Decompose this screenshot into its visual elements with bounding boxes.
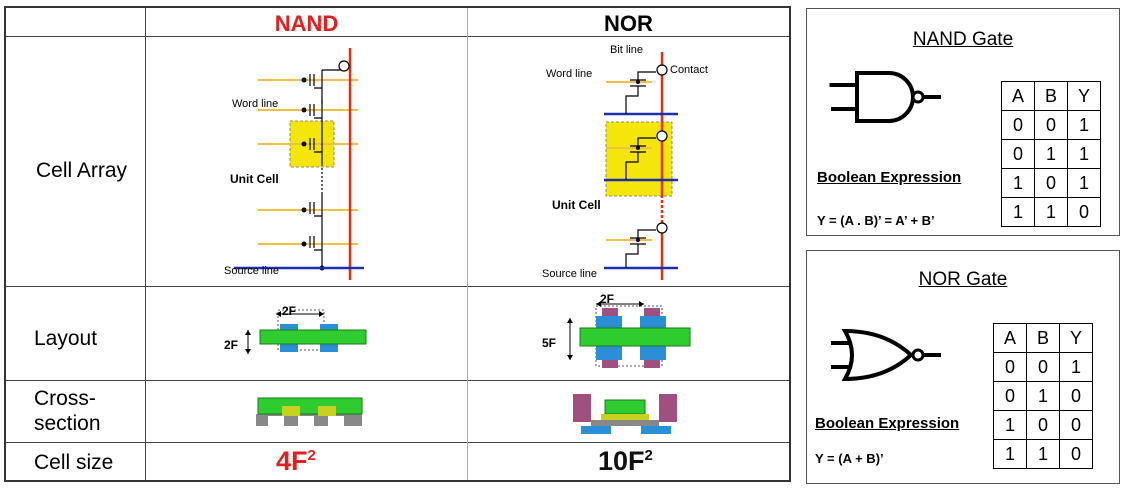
table-cell: 1 xyxy=(993,410,1027,440)
nand-truth-table: A B Y 0 0 1 0 1 1 1 0 1 1 1 0 xyxy=(1001,81,1101,227)
table-row: 1 1 0 xyxy=(993,439,1093,469)
table-cell: 0 xyxy=(1059,410,1093,440)
nor-boolean-expression: Y = (A + B)’ xyxy=(815,451,884,466)
table-row: 1 0 0 xyxy=(993,410,1093,440)
nor-truth-table: A B Y 0 0 1 0 1 0 1 0 0 1 1 0 xyxy=(993,323,1093,469)
nor-header-b: B xyxy=(1026,323,1060,353)
row-label-cell-size: Cell size xyxy=(34,451,114,474)
nor-unit-cell-label: Unit Cell xyxy=(552,198,601,212)
table-cell: 1 xyxy=(1026,381,1060,411)
table-cell: 1 xyxy=(1001,197,1035,227)
nand-header-b: B xyxy=(1034,81,1068,111)
table-row: A B Y xyxy=(1001,81,1101,111)
nor-cell-array-diagram xyxy=(604,52,678,280)
table-cell: 0 xyxy=(1001,110,1035,140)
table-cell: 1 xyxy=(1001,168,1035,198)
nor-gate-panel: NOR Gate Boolean Expression Y = (A + B)’… xyxy=(806,250,1120,484)
nor-word-line-label: Word line xyxy=(546,68,593,80)
nand-boolean-label: Boolean Expression xyxy=(817,169,962,186)
nor-layout-width-label: 2F xyxy=(600,292,615,306)
table-cell: 0 xyxy=(1059,381,1093,411)
table-cell: 1 xyxy=(1067,168,1101,198)
nand-gate-panel: NAND Gate Boolean Expression Y = (A . B)… xyxy=(806,8,1120,236)
nand-cell-array-diagram xyxy=(234,48,364,280)
nor-layout-height-label: 5F xyxy=(542,336,557,350)
table-row: 0 1 0 xyxy=(993,381,1093,411)
row-label-layout: Layout xyxy=(34,327,98,350)
nor-header-y: Y xyxy=(1059,323,1093,353)
table-row: 0 0 1 xyxy=(1001,110,1101,140)
nor-gate-symbol xyxy=(831,328,941,382)
nand-word-line-label: Word line xyxy=(232,98,279,110)
nand-cross-section-diagram xyxy=(256,397,363,426)
table-cell: 1 xyxy=(1034,139,1068,169)
table-cell: 0 xyxy=(993,381,1027,411)
nand-layout-diagram xyxy=(245,309,367,354)
table-cell: 1 xyxy=(1067,139,1101,169)
table-cell: 1 xyxy=(1026,439,1060,469)
nor-contact-label: Contact xyxy=(670,64,708,76)
comparison-table: NAND NOR Cell Array Layout Cross-section… xyxy=(4,6,791,482)
nand-layout-width-label: 2F xyxy=(282,304,297,318)
table-row: 0 1 1 xyxy=(1001,139,1101,169)
header-divider xyxy=(6,36,789,37)
table-cell: 1 xyxy=(993,439,1027,469)
row-label-cross-section: Cross-section xyxy=(34,387,101,435)
table-row: 1 1 0 xyxy=(1001,197,1101,227)
nor-gate-title: NOR Gate xyxy=(918,269,1008,290)
nor-cross-section-diagram xyxy=(573,394,677,434)
table-cell: 0 xyxy=(1034,168,1068,198)
table-cell: 1 xyxy=(1059,352,1093,382)
table-cell: 0 xyxy=(1026,410,1060,440)
row-divider-2 xyxy=(6,380,789,381)
row-divider-3 xyxy=(6,442,789,443)
nor-boolean-label: Boolean Expression xyxy=(815,415,960,432)
col-divider-1 xyxy=(145,8,146,480)
nor-bit-line-label: Bit line xyxy=(610,44,644,56)
col-divider-2 xyxy=(467,8,468,480)
nand-header-y: Y xyxy=(1067,81,1101,111)
nand-layout-height-label: 2F xyxy=(224,338,239,352)
table-row: 0 0 1 xyxy=(993,352,1093,382)
row-divider-1 xyxy=(6,286,789,287)
table-cell: 0 xyxy=(1026,352,1060,382)
nor-header-a: A xyxy=(993,323,1027,353)
table-row: 1 0 1 xyxy=(1001,168,1101,198)
nand-column-header: NAND xyxy=(274,11,339,36)
nand-gate-symbol xyxy=(829,71,941,123)
nor-column-header: NOR xyxy=(604,11,653,36)
table-cell: 0 xyxy=(1034,110,1068,140)
row-label-cell-array: Cell Array xyxy=(36,159,128,182)
table-cell: 0 xyxy=(993,352,1027,382)
nor-source-line-label: Source line xyxy=(542,268,598,280)
nand-header-a: A xyxy=(1001,81,1035,111)
nand-gate-title: NAND Gate xyxy=(912,29,1014,50)
table-cell: 0 xyxy=(1067,197,1101,227)
nor-layout-diagram xyxy=(567,301,691,368)
nand-unit-cell-label: Unit Cell xyxy=(230,172,279,186)
nand-source-line-label: Source line xyxy=(224,265,280,277)
table-cell: 0 xyxy=(1059,439,1093,469)
nand-cell-size: 4F2 xyxy=(276,446,316,476)
nor-cell-size: 10F2 xyxy=(598,446,653,476)
table-row: A B Y xyxy=(993,323,1093,353)
table-cell: 1 xyxy=(1067,110,1101,140)
table-cell: 1 xyxy=(1034,197,1068,227)
nand-boolean-expression: Y = (A . B)’ = A’ + B’ xyxy=(817,213,935,228)
table-cell: 0 xyxy=(1001,139,1035,169)
